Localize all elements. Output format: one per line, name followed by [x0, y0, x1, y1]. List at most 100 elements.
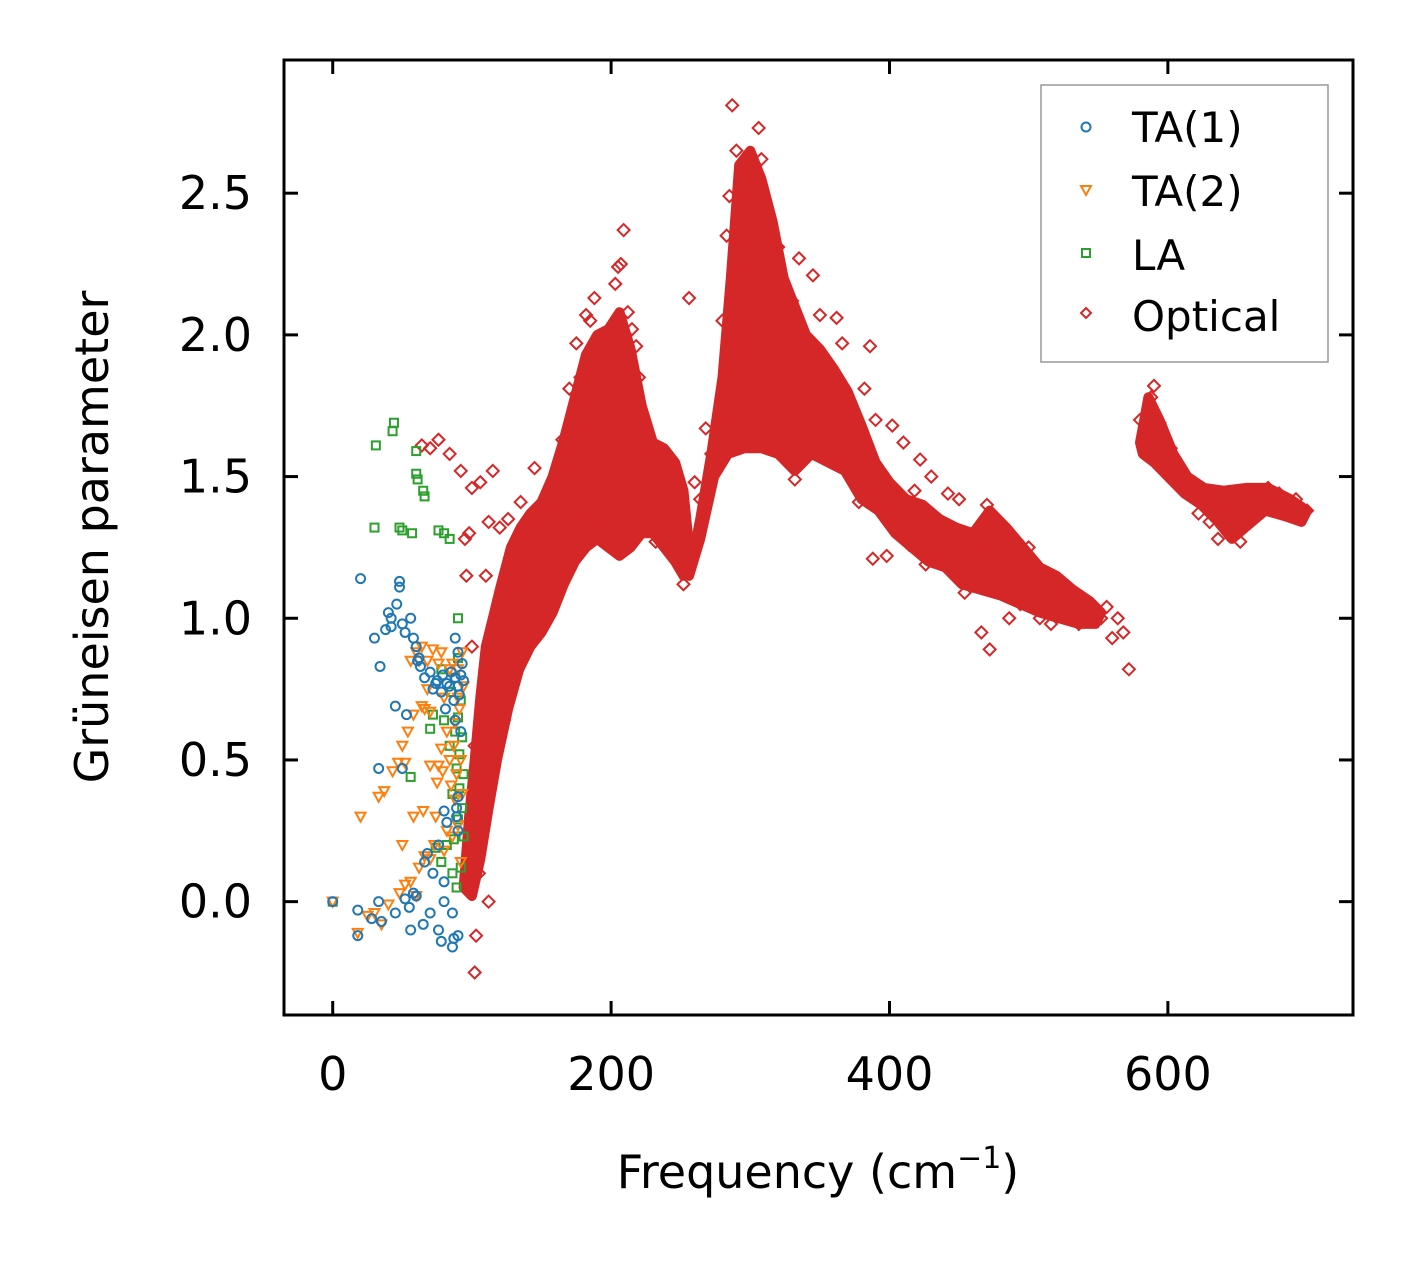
point-la	[458, 831, 469, 842]
point-ta2	[381, 899, 396, 912]
point-la	[457, 732, 468, 743]
legend-marker-optical	[1079, 306, 1093, 320]
point-optical	[472, 474, 488, 490]
point-optical	[1271, 486, 1287, 501]
point-optical	[481, 514, 497, 530]
point-ta2	[377, 786, 391, 799]
x-tick-label: 200	[567, 1047, 655, 1101]
point-ta1	[449, 714, 461, 726]
point-ta1	[389, 700, 401, 712]
point-optical	[687, 474, 703, 490]
point-optical	[791, 250, 807, 266]
point-optical	[492, 520, 508, 535]
point-la	[394, 522, 405, 533]
point-optical	[1065, 588, 1081, 604]
point-ta1	[446, 907, 458, 919]
point-optical	[1210, 531, 1226, 547]
point-ta2	[448, 794, 462, 807]
point-optical	[985, 545, 1000, 561]
point-optical	[1115, 625, 1131, 640]
point-optical	[653, 463, 669, 479]
point-ta1	[399, 626, 411, 638]
point-optical	[823, 386, 839, 402]
point-optical	[865, 551, 881, 567]
point-ta1	[385, 621, 397, 633]
point-optical	[507, 633, 523, 649]
point-ta1	[366, 913, 378, 925]
point-optical	[513, 494, 529, 510]
y-axis-label: Grüneisen parameter	[65, 290, 119, 783]
point-optical	[777, 327, 793, 343]
point-optical	[1243, 483, 1259, 499]
point-optical	[464, 480, 480, 496]
point-optical	[819, 355, 835, 371]
point-ta1	[374, 660, 386, 672]
point-optical	[912, 452, 928, 467]
point-ta1	[455, 726, 467, 738]
point-optical	[1121, 661, 1137, 677]
point-optical	[763, 335, 779, 351]
point-optical	[603, 341, 619, 357]
point-optical	[628, 338, 644, 354]
point-la	[457, 803, 468, 814]
x-axis-ticks: 0 200 400 600	[318, 60, 1212, 1101]
point-optical	[698, 420, 714, 436]
point-ta1	[373, 896, 385, 908]
point-optical	[461, 525, 477, 541]
point-optical	[431, 432, 446, 448]
point-ta1	[400, 709, 412, 721]
point-ta1	[391, 598, 403, 610]
point-ta1	[410, 641, 422, 653]
point-optical	[467, 738, 483, 754]
point-optical	[568, 335, 584, 351]
point-optical	[676, 576, 691, 592]
point-optical	[414, 437, 430, 453]
point-ta2	[395, 740, 410, 753]
point-optical	[457, 531, 473, 547]
point-ta2	[395, 839, 410, 853]
point-la	[439, 528, 450, 539]
point-optical	[719, 228, 735, 244]
point-ta2	[351, 927, 365, 940]
point-la	[444, 533, 455, 544]
point-optical	[968, 565, 984, 581]
point-ta1	[407, 887, 419, 899]
point-ta2	[398, 879, 412, 892]
point-ta2	[420, 684, 435, 697]
point-ta2	[454, 856, 468, 870]
point-optical	[1132, 412, 1148, 428]
point-optical	[458, 568, 474, 584]
y-tick-label: 1.0	[179, 591, 252, 645]
point-optical	[561, 381, 577, 397]
point-optical	[733, 185, 748, 201]
point-ta1	[453, 689, 465, 701]
point-optical	[957, 585, 973, 601]
point-optical	[1216, 486, 1231, 501]
point-ta1	[389, 907, 401, 919]
point-la	[407, 528, 418, 539]
point-ta2	[454, 754, 468, 768]
point-ta2	[445, 831, 460, 844]
point-optical	[1104, 630, 1120, 646]
y-tick-label: 1.5	[179, 450, 252, 504]
point-optical	[631, 369, 647, 385]
point-la	[452, 613, 463, 624]
point-optical	[453, 463, 469, 479]
point-optical	[745, 350, 761, 365]
point-optical	[1021, 540, 1037, 555]
legend-marker-ta1	[1080, 121, 1092, 133]
point-ta2	[440, 726, 454, 739]
point-optical	[564, 446, 580, 462]
point-optical	[770, 239, 786, 255]
point-optical	[1299, 503, 1315, 518]
point-la	[451, 882, 462, 893]
point-ta2	[429, 811, 443, 824]
point-ta2	[445, 658, 460, 671]
point-ta2	[385, 766, 400, 779]
legend: TA(1) TA(2) LA Optical	[1040, 84, 1329, 363]
y-tick-label: 0.0	[179, 875, 252, 929]
legend-label-ta1: TA(1)	[1131, 103, 1243, 152]
point-ta2	[447, 740, 461, 753]
point-ta2	[420, 655, 435, 668]
point-ta1	[327, 896, 339, 908]
